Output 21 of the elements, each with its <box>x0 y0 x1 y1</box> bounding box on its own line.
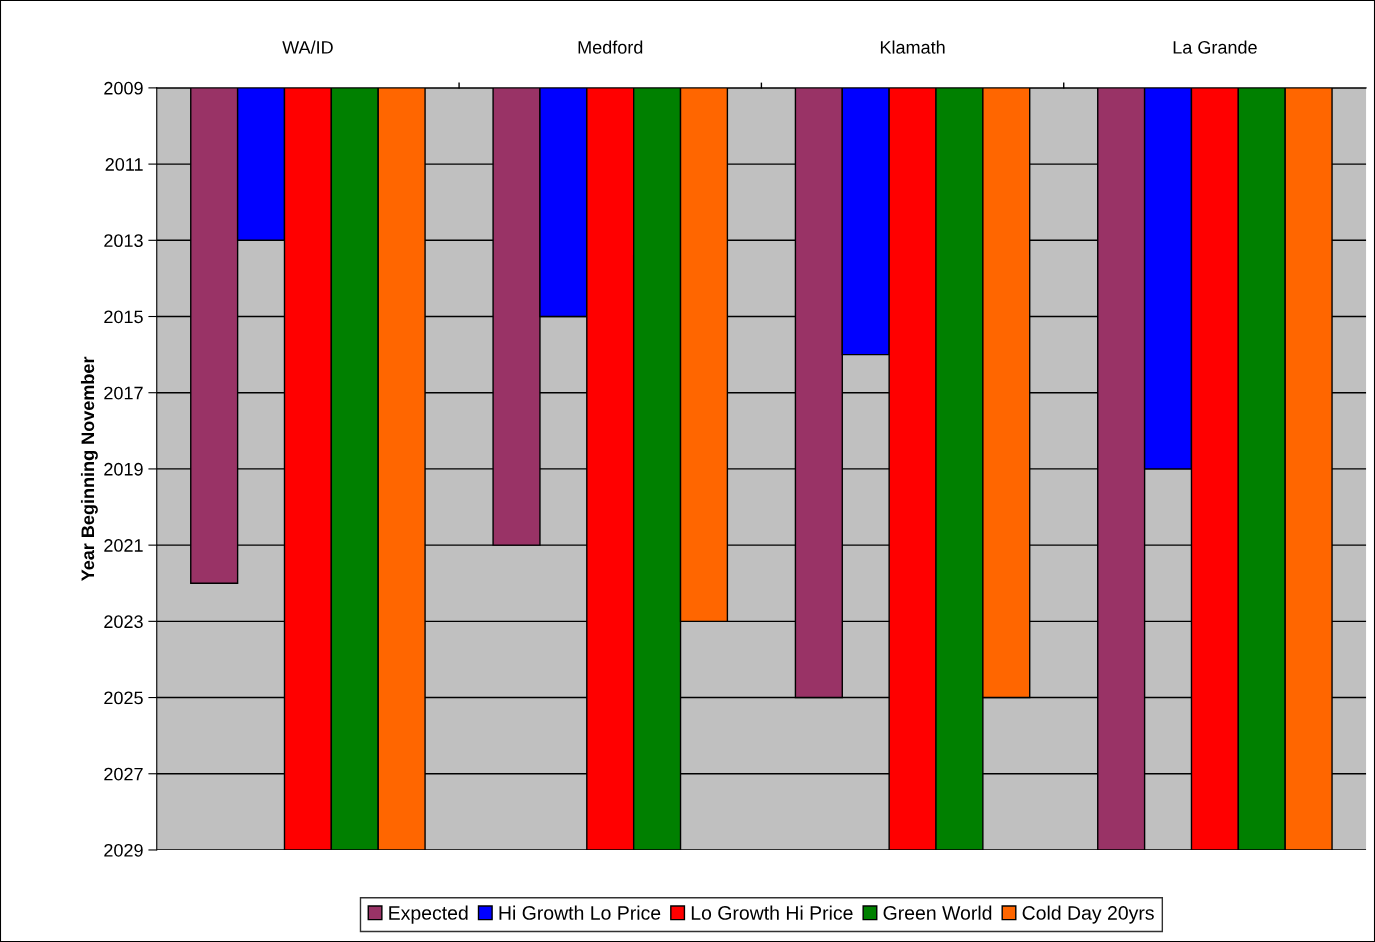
y-tick-label: 2017 <box>104 386 143 400</box>
y-tick-label: 2013 <box>104 234 143 248</box>
legend-label: Hi Growth Lo Price <box>499 905 661 920</box>
x-tick-label: Klamath <box>880 40 945 54</box>
y-tick-label: 2021 <box>104 539 143 552</box>
y-tick-label: 2027 <box>104 767 143 781</box>
y-tick-label: 2025 <box>104 691 143 705</box>
y-tick-label: 2029 <box>104 843 143 857</box>
x-tick-label: WA/ID <box>282 40 333 54</box>
y-tick-label: 2023 <box>104 615 143 629</box>
legend-label: Expected <box>389 905 468 924</box>
x-tick-label: Medford <box>578 40 643 54</box>
y-tick-label: 2019 <box>104 462 143 476</box>
legend-label: Green World <box>883 905 992 920</box>
legend-label: Lo Growth Hi Price <box>691 905 853 920</box>
legend-label: Cold Day 20yrs <box>1022 905 1154 924</box>
x-tick-label: La Grande <box>1173 40 1257 54</box>
y-tick-label: 2015 <box>104 310 143 324</box>
y-axis-title: Year Beginning November <box>80 356 98 581</box>
y-tick-label: 2009 <box>104 81 143 95</box>
y-tick-label: 2011 <box>105 158 143 171</box>
